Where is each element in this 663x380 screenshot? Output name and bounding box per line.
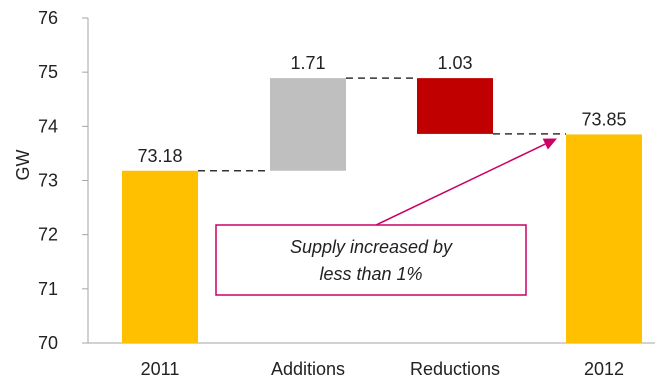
bar-additions bbox=[270, 78, 346, 171]
annotation-line-1: Supply increased by bbox=[290, 237, 453, 257]
y-tick-label: 76 bbox=[38, 8, 58, 28]
y-tick-label: 70 bbox=[38, 333, 58, 353]
x-category-label: 2011 bbox=[141, 359, 180, 379]
y-tick-label: 75 bbox=[38, 62, 58, 82]
data-label: 73.85 bbox=[581, 109, 626, 129]
bar-2011 bbox=[122, 170, 198, 343]
y-axis-title: GW bbox=[13, 149, 33, 180]
annotation-arrow bbox=[375, 143, 546, 226]
annotation-callout: Supply increased by less than 1% bbox=[215, 138, 557, 296]
x-axis-labels: 2011 Additions Reductions 2012 bbox=[141, 359, 624, 379]
bar-reductions bbox=[417, 78, 493, 134]
bar-2012 bbox=[566, 134, 642, 343]
x-category-label: Additions bbox=[271, 359, 345, 379]
data-label: 1.71 bbox=[290, 53, 325, 73]
data-label: 1.03 bbox=[437, 53, 472, 73]
y-tick-label: 74 bbox=[38, 116, 58, 136]
annotation-line-2: less than 1% bbox=[319, 264, 422, 284]
connector-lines bbox=[198, 77, 566, 172]
x-category-label: 2012 bbox=[584, 359, 624, 379]
data-labels: 73.18 1.71 1.03 73.85 bbox=[137, 53, 626, 166]
annotation-arrowhead bbox=[542, 138, 557, 150]
y-tick-label: 73 bbox=[38, 171, 58, 191]
data-label: 73.18 bbox=[137, 146, 182, 166]
y-tick-label: 72 bbox=[38, 225, 58, 245]
y-tick-label: 71 bbox=[38, 279, 58, 299]
x-category-label: Reductions bbox=[410, 359, 500, 379]
annotation-box bbox=[215, 224, 527, 296]
bars bbox=[122, 78, 642, 343]
